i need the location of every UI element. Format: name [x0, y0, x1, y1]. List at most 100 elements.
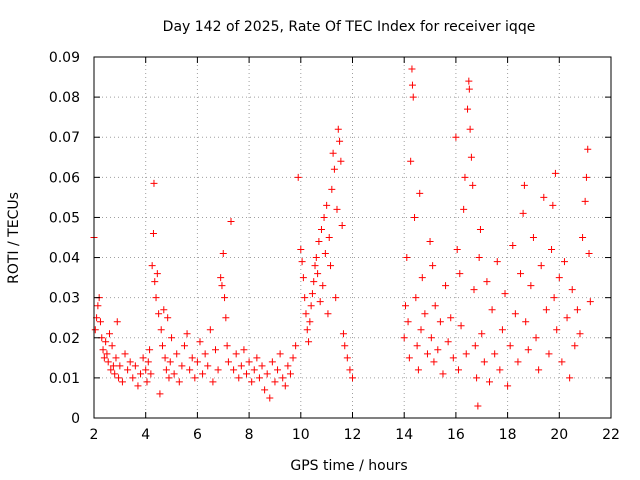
data-point — [520, 181, 528, 189]
x-tick-label: 6 — [193, 427, 202, 443]
data-point — [102, 338, 110, 346]
data-point — [235, 374, 243, 382]
data-point — [121, 350, 129, 358]
x-tick-label: 10 — [292, 427, 310, 443]
data-point — [405, 354, 413, 362]
data-point — [447, 314, 455, 322]
data-point — [271, 378, 279, 386]
data-point — [250, 366, 258, 374]
data-point — [301, 294, 309, 302]
data-point — [332, 294, 340, 302]
data-point — [453, 246, 461, 254]
data-point — [470, 286, 478, 294]
data-point — [106, 330, 114, 338]
data-point — [416, 189, 424, 197]
data-point — [571, 342, 579, 350]
data-point — [298, 258, 306, 266]
data-point — [131, 362, 139, 370]
data-point — [529, 234, 537, 241]
data-point — [221, 294, 229, 302]
data-point — [429, 262, 437, 270]
data-point — [204, 362, 212, 370]
data-point — [159, 342, 167, 350]
data-point — [99, 346, 107, 354]
data-point — [553, 326, 561, 334]
x-tick-label: 18 — [499, 427, 517, 443]
data-point — [330, 165, 338, 173]
x-tick-label: 22 — [602, 427, 620, 443]
data-point — [164, 314, 172, 322]
y-tick-label: 0.06 — [49, 170, 80, 186]
data-point — [579, 234, 587, 241]
data-point — [209, 378, 217, 386]
data-point — [549, 201, 557, 209]
data-point — [144, 358, 152, 366]
data-point — [173, 350, 181, 358]
data-point — [414, 366, 422, 374]
y-tick-label: 0.04 — [49, 251, 80, 267]
data-point — [537, 262, 545, 270]
data-point — [297, 246, 305, 254]
grid-lines — [94, 57, 611, 418]
data-point — [576, 330, 584, 338]
data-point — [465, 77, 473, 85]
data-point — [196, 338, 204, 346]
data-point — [107, 366, 115, 374]
data-point — [312, 254, 320, 262]
data-point — [156, 390, 164, 398]
y-tick-label: 0.09 — [49, 50, 80, 66]
data-point — [585, 250, 593, 258]
data-point — [341, 342, 349, 350]
data-point — [431, 302, 439, 310]
x-tick-label: 4 — [141, 427, 150, 443]
y-tick-label: 0.03 — [49, 291, 80, 307]
data-point — [165, 374, 173, 382]
data-point — [586, 298, 594, 306]
data-point — [325, 234, 333, 241]
data-point — [486, 378, 494, 386]
data-point — [281, 382, 289, 390]
data-point — [522, 318, 530, 326]
y-tick-label: 0.02 — [49, 331, 80, 347]
data-point — [248, 378, 256, 386]
data-point — [96, 318, 104, 326]
x-tick-label: 16 — [447, 427, 465, 443]
data-point — [524, 346, 532, 354]
data-point — [417, 326, 425, 334]
data-point — [217, 274, 225, 282]
data-point — [279, 374, 287, 382]
data-point — [336, 137, 344, 145]
data-point — [328, 185, 336, 193]
data-point — [151, 278, 159, 286]
data-point — [168, 334, 176, 342]
data-point — [188, 354, 196, 362]
x-tick-label: 20 — [550, 427, 568, 443]
data-point — [111, 370, 119, 378]
data-point — [323, 201, 331, 209]
data-point — [175, 378, 183, 386]
data-point — [115, 374, 123, 382]
x-axis-label: GPS time / hours — [290, 458, 407, 474]
y-tick-label: 0.01 — [49, 371, 80, 387]
data-point — [404, 318, 412, 326]
data-point — [444, 338, 452, 346]
y-tick-label: 0 — [71, 411, 80, 427]
x-tick-label: 14 — [395, 427, 413, 443]
data-point — [289, 354, 297, 362]
data-point — [263, 370, 271, 378]
data-point — [343, 354, 351, 362]
axis-ticks — [93, 56, 612, 419]
data-point — [161, 354, 169, 362]
x-tick-label: 8 — [245, 427, 254, 443]
data-point — [506, 342, 514, 350]
data-point — [255, 374, 263, 382]
data-point — [268, 358, 276, 366]
data-point — [224, 358, 232, 366]
data-point — [218, 282, 226, 290]
data-point — [314, 270, 322, 278]
data-point — [568, 286, 576, 294]
data-point — [276, 350, 284, 358]
data-point — [307, 302, 315, 310]
data-point — [319, 282, 327, 290]
data-point — [292, 342, 300, 350]
